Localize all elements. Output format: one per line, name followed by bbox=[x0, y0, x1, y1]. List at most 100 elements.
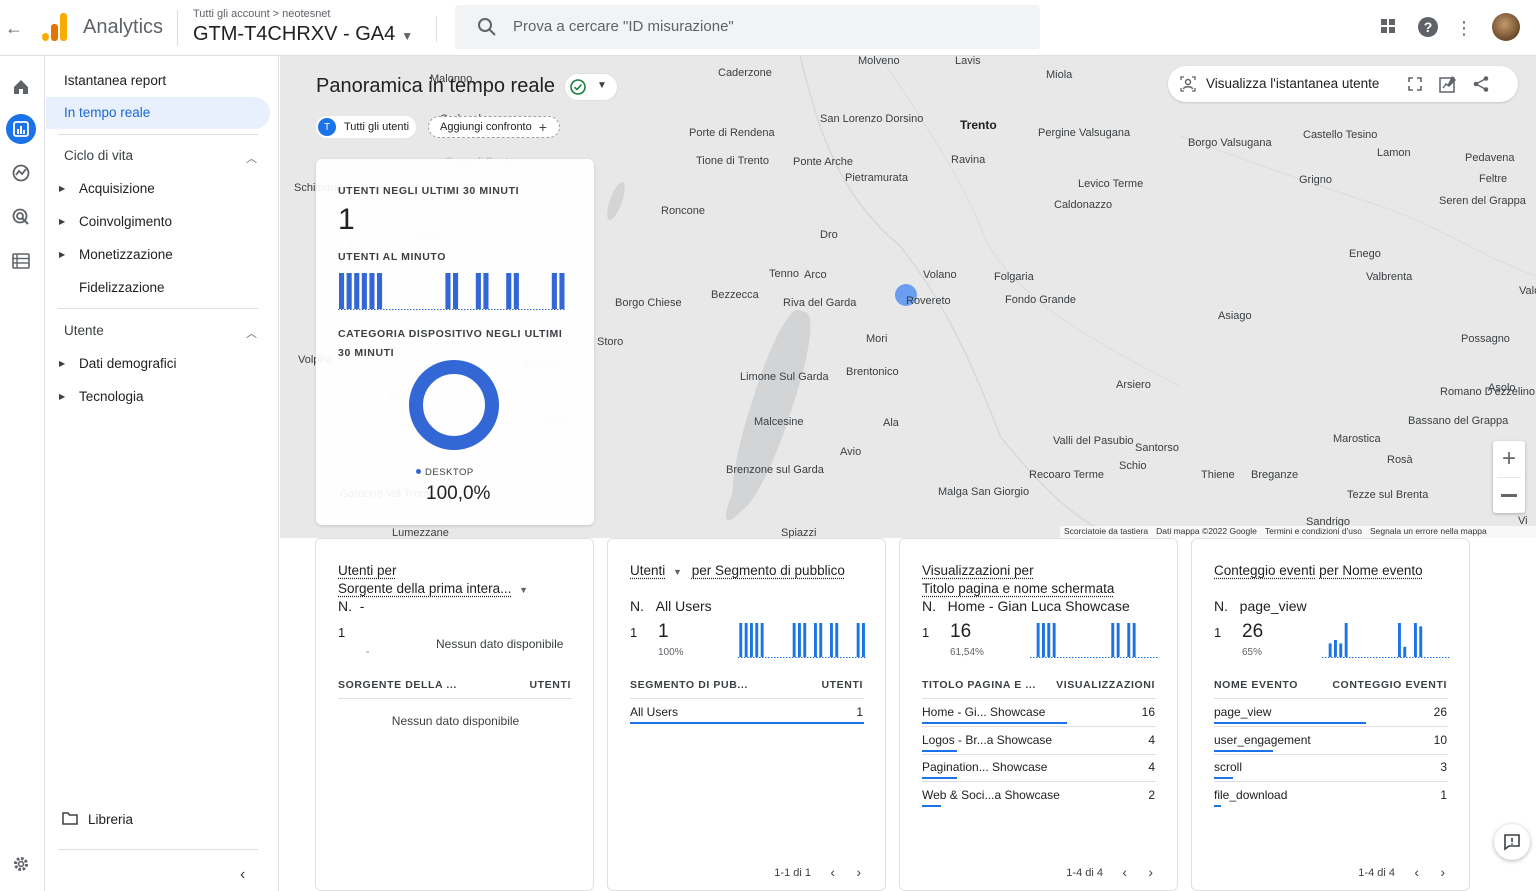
sparkline-chart[interactable] bbox=[1030, 621, 1158, 661]
dimension-selector[interactable]: Sorgente della prima intera... bbox=[338, 581, 512, 596]
nav-library[interactable]: Libreria bbox=[88, 812, 134, 827]
dimension-selector[interactable]: per Nome evento bbox=[1319, 563, 1423, 578]
map-place-label: Marostica bbox=[1333, 433, 1381, 445]
fullscreen-icon[interactable] bbox=[1408, 77, 1422, 91]
nav-group-user[interactable]: Utente bbox=[64, 323, 104, 338]
user-snapshot-link[interactable]: Visualizza l'istantanea utente bbox=[1206, 76, 1380, 91]
chevron-up-icon[interactable]: ︿ bbox=[246, 328, 257, 340]
share-icon[interactable] bbox=[1472, 75, 1490, 93]
table-row-label[interactable]: page_view bbox=[1214, 705, 1272, 719]
metric-label[interactable]: Conteggio eventi bbox=[1214, 563, 1316, 578]
attribution-report[interactable]: Segnala un errore nella mappa bbox=[1369, 526, 1487, 536]
users-per-minute-label: UTENTI AL MINUTO bbox=[338, 251, 446, 263]
users-per-minute-chart[interactable] bbox=[338, 269, 566, 311]
zoom-in-button[interactable]: + bbox=[1501, 445, 1516, 472]
account-breadcrumb[interactable]: Tutti gli account > neotesnet bbox=[193, 8, 331, 20]
nav-item-label: Tecnologia bbox=[79, 389, 144, 404]
device-donut-chart[interactable] bbox=[404, 355, 504, 455]
rank-number: 1 bbox=[630, 625, 638, 640]
avatar[interactable] bbox=[1492, 13, 1520, 41]
customize-report-icon[interactable] bbox=[1439, 75, 1457, 93]
column-header-dimension[interactable]: TITOLO PAGINA E ... bbox=[922, 679, 1036, 691]
back-arrow-icon[interactable]: ← bbox=[5, 18, 23, 38]
column-header-dimension[interactable]: NOME EVENTO bbox=[1214, 679, 1299, 691]
table-row-label[interactable]: All Users bbox=[630, 705, 679, 719]
search-box[interactable]: Prova a cercare "ID misurazione" bbox=[455, 5, 1040, 49]
table-row-label[interactable]: Home - Gi... Showcase bbox=[922, 705, 1046, 719]
top-percent: 100% bbox=[658, 647, 684, 658]
caret-down-icon[interactable]: ▼ bbox=[519, 585, 529, 595]
table-row-label[interactable]: Web & Soci...a Showcase bbox=[922, 787, 1060, 802]
map-place-label: Pergine Valsugana bbox=[1038, 127, 1131, 139]
analytics-logo-icon[interactable] bbox=[42, 13, 68, 41]
map-place-label: Asolo bbox=[1488, 382, 1516, 394]
dimension-selector[interactable]: Titolo pagina e nome schermata bbox=[922, 581, 1115, 596]
dimension-selector[interactable]: per Segmento di pubblico bbox=[691, 563, 845, 578]
nav-item-technology[interactable]: ▶ Tecnologia bbox=[59, 389, 144, 404]
help-icon[interactable]: ? bbox=[1416, 16, 1440, 40]
data-quality-toggle[interactable]: ▼ bbox=[564, 73, 618, 101]
prev-page-chevron-icon[interactable]: ‹ bbox=[1122, 864, 1127, 880]
column-header-metric[interactable]: UTENTI bbox=[821, 679, 863, 691]
table-row-label[interactable]: Logos - Br...a Showcase bbox=[922, 732, 1053, 747]
zoom-out-button[interactable] bbox=[1501, 494, 1517, 497]
next-page-chevron-icon[interactable]: › bbox=[1440, 864, 1445, 880]
nav-item-monetization[interactable]: ▶ Monetizzazione bbox=[59, 247, 173, 262]
collapse-chevron-icon[interactable]: ‹ bbox=[240, 866, 246, 883]
nav-item-acquisition[interactable]: ▶ Acquisizione bbox=[59, 181, 155, 196]
column-header-metric[interactable]: CONTEGGIO EVENTI bbox=[1332, 679, 1447, 691]
prev-page-chevron-icon[interactable]: ‹ bbox=[1414, 864, 1419, 880]
home-icon[interactable] bbox=[6, 72, 36, 102]
map-place-label: Arco bbox=[804, 269, 827, 281]
column-header-metric[interactable]: UTENTI bbox=[529, 679, 571, 691]
feedback-button[interactable] bbox=[1494, 824, 1530, 860]
next-page-chevron-icon[interactable]: › bbox=[856, 864, 861, 880]
property-selector[interactable]: GTM-T4CHRXV - GA4 ▼ bbox=[193, 23, 413, 46]
table-row-bar bbox=[1214, 804, 1222, 807]
map-place-label: Tezze sul Brenta bbox=[1347, 489, 1429, 501]
table-row-label[interactable]: file_download bbox=[1214, 787, 1288, 802]
metric-label[interactable]: Utenti per bbox=[338, 563, 397, 578]
advertising-icon[interactable] bbox=[6, 202, 36, 232]
metric-label[interactable]: Utenti bbox=[630, 563, 666, 578]
table-row-label[interactable]: Pagination... Showcase bbox=[922, 760, 1048, 774]
table-row-label[interactable]: user_engagement bbox=[1214, 732, 1311, 747]
realtime-map[interactable]: MalonnoCaderzoneMolvenoLavisMiolaCedegol… bbox=[280, 56, 1536, 538]
attribution-terms[interactable]: Termini e condizioni d'uso bbox=[1264, 526, 1362, 536]
nav-realtime[interactable]: In tempo reale bbox=[46, 97, 270, 129]
column-header-dimension[interactable]: SEGMENTO DI PUB... bbox=[630, 679, 748, 691]
spark-bar bbox=[755, 623, 759, 657]
nav-report-snapshot[interactable]: Istantanea report bbox=[64, 73, 167, 88]
add-comparison-button[interactable]: Aggiungi confronto + bbox=[428, 116, 560, 138]
sparkline-chart[interactable] bbox=[738, 621, 866, 661]
nav-item-engagement[interactable]: ▶ Coinvolgimento bbox=[59, 214, 172, 229]
explore-icon[interactable] bbox=[6, 158, 36, 188]
divider bbox=[922, 726, 1156, 727]
reports-icon[interactable] bbox=[6, 114, 36, 144]
table-row-label[interactable]: scroll bbox=[1214, 760, 1243, 774]
column-header-metric[interactable]: VISUALIZZAZIONI bbox=[1056, 679, 1155, 691]
table-row-bar bbox=[1214, 722, 1367, 724]
donut-slice-desktop[interactable] bbox=[409, 360, 499, 450]
minute-bar bbox=[551, 273, 557, 309]
settings-gear-icon[interactable] bbox=[6, 849, 36, 879]
metric-label[interactable]: Visualizzazioni per bbox=[922, 563, 1034, 578]
user-location-dot[interactable] bbox=[895, 284, 917, 306]
next-page-chevron-icon[interactable]: › bbox=[1148, 864, 1153, 880]
sparkline-chart[interactable] bbox=[1322, 621, 1450, 661]
caret-down-icon[interactable]: ▼ bbox=[673, 567, 682, 577]
prev-page-chevron-icon[interactable]: ‹ bbox=[830, 864, 835, 880]
more-vert-icon[interactable]: ⋮ bbox=[1455, 18, 1473, 38]
attribution-shortcuts[interactable]: Scorciatoie da tastiera bbox=[1064, 526, 1149, 536]
check-circle-icon bbox=[570, 79, 586, 95]
chevron-up-icon[interactable]: ︿ bbox=[246, 153, 257, 165]
map-place-label: Valdobbiadene bbox=[1519, 285, 1536, 297]
apps-grid-icon[interactable] bbox=[1376, 16, 1400, 40]
nav-group-lifecycle[interactable]: Ciclo di vita bbox=[64, 148, 134, 163]
configure-list-icon[interactable] bbox=[6, 246, 36, 276]
chip-all-users[interactable]: T Tutti gli utenti bbox=[316, 116, 416, 138]
column-header-dimension[interactable]: SORGENTE DELLA ... bbox=[338, 679, 457, 691]
nav-item-demographics[interactable]: ▶ Dati demografici bbox=[59, 356, 177, 371]
selected-value: Home - Gian Luca Showcase bbox=[947, 598, 1130, 614]
nav-item-retention[interactable]: Fidelizzazione bbox=[79, 280, 165, 295]
